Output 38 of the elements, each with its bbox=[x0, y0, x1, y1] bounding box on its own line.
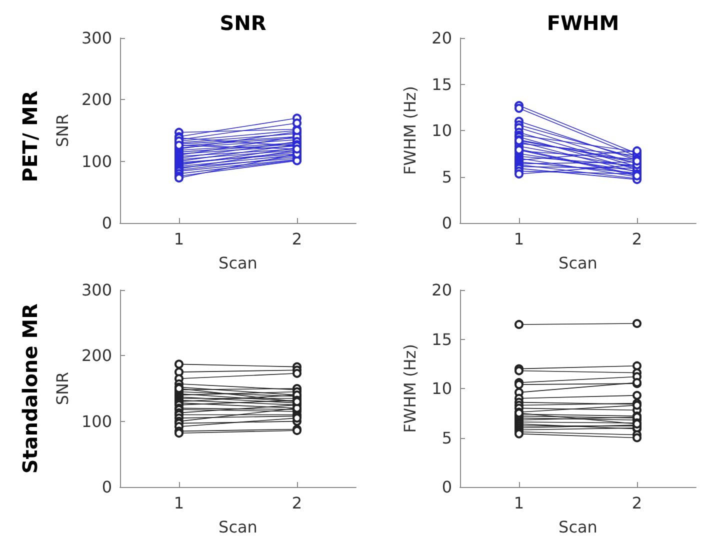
y-tick-label: 20 bbox=[432, 28, 452, 48]
y-tick-label: 200 bbox=[81, 346, 112, 366]
y-tick-label: 200 bbox=[81, 90, 112, 110]
y-tick-label: 10 bbox=[432, 379, 452, 398]
x-axis-title: Scan bbox=[218, 254, 258, 272]
y-tick-label: 10 bbox=[432, 121, 452, 140]
y-tick-label: 0 bbox=[442, 478, 452, 496]
y-tick-label: 300 bbox=[81, 28, 112, 48]
x-tick-label: 1 bbox=[514, 494, 524, 512]
x-tick-label: 2 bbox=[292, 230, 302, 248]
x-tick-label: 2 bbox=[632, 494, 642, 512]
y-axis-title: FWHM (Hz) bbox=[400, 86, 420, 175]
x-tick-label: 2 bbox=[632, 230, 642, 248]
y-tick-label: 0 bbox=[102, 478, 112, 496]
chart-title: FWHM bbox=[546, 11, 620, 35]
x-tick-label: 2 bbox=[292, 494, 302, 512]
x-axis-title: Scan bbox=[218, 518, 258, 536]
y-tick-label: 100 bbox=[81, 412, 112, 431]
y-tick-label: 15 bbox=[432, 330, 452, 349]
y-tick-label: 0 bbox=[442, 214, 452, 232]
chart-title: SNR bbox=[220, 11, 266, 35]
y-axis-title: FWHM (Hz) bbox=[400, 344, 420, 433]
x-axis-title: Scan bbox=[558, 518, 598, 536]
text: PET/ MR bbox=[18, 90, 42, 182]
y-tick-label: 100 bbox=[81, 152, 112, 171]
y-tick-label: 0 bbox=[102, 214, 112, 232]
x-tick-label: 1 bbox=[514, 230, 524, 248]
y-axis-title: SNR bbox=[53, 114, 72, 148]
x-axis-title: Scan bbox=[558, 254, 598, 272]
y-tick-label: 300 bbox=[81, 280, 112, 300]
y-axis-title: SNR bbox=[53, 372, 72, 406]
y-tick-label: 20 bbox=[432, 280, 452, 300]
text: Standalone MR bbox=[18, 303, 42, 474]
y-tick-label: 5 bbox=[442, 428, 452, 448]
y-tick-label: 15 bbox=[432, 74, 452, 94]
y-tick-label: 5 bbox=[442, 167, 452, 186]
x-tick-label: 1 bbox=[174, 494, 184, 512]
x-tick-label: 1 bbox=[174, 230, 184, 248]
